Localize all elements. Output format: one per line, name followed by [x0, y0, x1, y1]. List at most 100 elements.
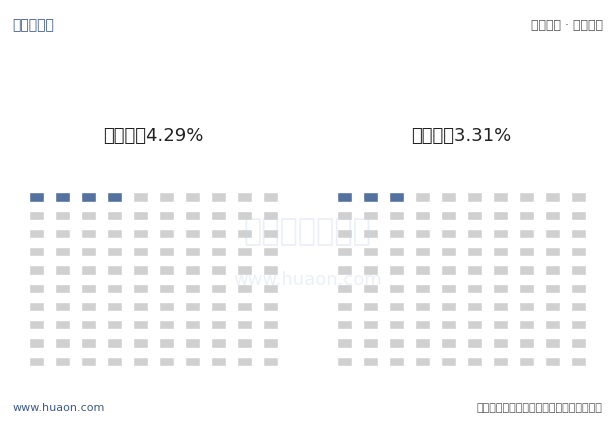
FancyBboxPatch shape — [81, 339, 97, 348]
FancyBboxPatch shape — [81, 357, 97, 366]
FancyBboxPatch shape — [133, 266, 148, 275]
FancyBboxPatch shape — [185, 193, 200, 202]
FancyBboxPatch shape — [55, 211, 70, 220]
FancyBboxPatch shape — [493, 230, 508, 239]
FancyBboxPatch shape — [518, 230, 534, 239]
FancyBboxPatch shape — [159, 302, 174, 311]
FancyBboxPatch shape — [185, 320, 200, 330]
FancyBboxPatch shape — [363, 284, 378, 293]
FancyBboxPatch shape — [441, 248, 456, 257]
FancyBboxPatch shape — [415, 211, 430, 220]
FancyBboxPatch shape — [571, 230, 585, 239]
FancyBboxPatch shape — [237, 302, 252, 311]
FancyBboxPatch shape — [263, 284, 278, 293]
FancyBboxPatch shape — [415, 357, 430, 366]
FancyBboxPatch shape — [493, 357, 508, 366]
FancyBboxPatch shape — [493, 320, 508, 330]
FancyBboxPatch shape — [30, 266, 44, 275]
FancyBboxPatch shape — [237, 320, 252, 330]
Text: 华经情报网: 华经情报网 — [12, 19, 54, 32]
FancyBboxPatch shape — [389, 320, 404, 330]
FancyBboxPatch shape — [81, 266, 97, 275]
FancyBboxPatch shape — [133, 211, 148, 220]
FancyBboxPatch shape — [159, 266, 174, 275]
FancyBboxPatch shape — [363, 357, 378, 366]
FancyBboxPatch shape — [211, 248, 226, 257]
FancyBboxPatch shape — [81, 193, 97, 202]
FancyBboxPatch shape — [493, 302, 508, 311]
FancyBboxPatch shape — [211, 193, 226, 202]
FancyBboxPatch shape — [185, 339, 200, 348]
FancyBboxPatch shape — [185, 266, 200, 275]
FancyBboxPatch shape — [159, 248, 174, 257]
FancyBboxPatch shape — [133, 302, 148, 311]
FancyBboxPatch shape — [107, 339, 122, 348]
FancyBboxPatch shape — [30, 211, 44, 220]
FancyBboxPatch shape — [55, 248, 70, 257]
FancyBboxPatch shape — [518, 266, 534, 275]
FancyBboxPatch shape — [30, 230, 44, 239]
FancyBboxPatch shape — [545, 339, 560, 348]
FancyBboxPatch shape — [337, 320, 352, 330]
FancyBboxPatch shape — [467, 266, 482, 275]
Text: 华经产业研究院: 华经产业研究院 — [244, 216, 371, 245]
FancyBboxPatch shape — [159, 230, 174, 239]
FancyBboxPatch shape — [571, 339, 585, 348]
FancyBboxPatch shape — [263, 193, 278, 202]
FancyBboxPatch shape — [389, 302, 404, 311]
FancyBboxPatch shape — [211, 211, 226, 220]
FancyBboxPatch shape — [185, 357, 200, 366]
FancyBboxPatch shape — [337, 193, 352, 202]
FancyBboxPatch shape — [211, 339, 226, 348]
FancyBboxPatch shape — [493, 193, 508, 202]
FancyBboxPatch shape — [159, 339, 174, 348]
FancyBboxPatch shape — [263, 320, 278, 330]
FancyBboxPatch shape — [389, 339, 404, 348]
FancyBboxPatch shape — [571, 320, 585, 330]
FancyBboxPatch shape — [55, 266, 70, 275]
FancyBboxPatch shape — [518, 357, 534, 366]
FancyBboxPatch shape — [493, 284, 508, 293]
FancyBboxPatch shape — [415, 230, 430, 239]
FancyBboxPatch shape — [441, 193, 456, 202]
FancyBboxPatch shape — [263, 248, 278, 257]
FancyBboxPatch shape — [237, 230, 252, 239]
FancyBboxPatch shape — [133, 248, 148, 257]
FancyBboxPatch shape — [337, 248, 352, 257]
FancyBboxPatch shape — [337, 302, 352, 311]
Text: 数据来源：财政部，华经产业研究研究整理: 数据来源：财政部，华经产业研究研究整理 — [477, 402, 603, 412]
FancyBboxPatch shape — [337, 339, 352, 348]
FancyBboxPatch shape — [30, 284, 44, 293]
FancyBboxPatch shape — [441, 339, 456, 348]
FancyBboxPatch shape — [545, 266, 560, 275]
FancyBboxPatch shape — [545, 357, 560, 366]
FancyBboxPatch shape — [30, 302, 44, 311]
FancyBboxPatch shape — [185, 211, 200, 220]
FancyBboxPatch shape — [363, 211, 378, 220]
FancyBboxPatch shape — [441, 302, 456, 311]
FancyBboxPatch shape — [467, 302, 482, 311]
FancyBboxPatch shape — [518, 320, 534, 330]
FancyBboxPatch shape — [441, 320, 456, 330]
FancyBboxPatch shape — [363, 193, 378, 202]
FancyBboxPatch shape — [389, 211, 404, 220]
FancyBboxPatch shape — [159, 320, 174, 330]
FancyBboxPatch shape — [159, 193, 174, 202]
FancyBboxPatch shape — [337, 284, 352, 293]
FancyBboxPatch shape — [467, 211, 482, 220]
FancyBboxPatch shape — [237, 211, 252, 220]
FancyBboxPatch shape — [415, 193, 430, 202]
FancyBboxPatch shape — [211, 357, 226, 366]
FancyBboxPatch shape — [389, 284, 404, 293]
FancyBboxPatch shape — [415, 266, 430, 275]
FancyBboxPatch shape — [237, 193, 252, 202]
FancyBboxPatch shape — [107, 266, 122, 275]
Text: 福利彩票4.29%: 福利彩票4.29% — [103, 127, 204, 144]
FancyBboxPatch shape — [211, 320, 226, 330]
FancyBboxPatch shape — [133, 193, 148, 202]
FancyBboxPatch shape — [133, 284, 148, 293]
FancyBboxPatch shape — [133, 230, 148, 239]
Text: 2024年1-10月湖南福彩及体彩销售额占全国比重: 2024年1-10月湖南福彩及体彩销售额占全国比重 — [114, 65, 501, 89]
FancyBboxPatch shape — [493, 248, 508, 257]
FancyBboxPatch shape — [55, 284, 70, 293]
